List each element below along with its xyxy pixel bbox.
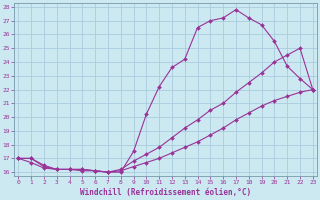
X-axis label: Windchill (Refroidissement éolien,°C): Windchill (Refroidissement éolien,°C) bbox=[80, 188, 251, 197]
